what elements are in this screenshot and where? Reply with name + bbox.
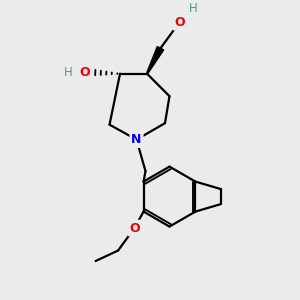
Text: H: H — [189, 2, 198, 15]
Text: O: O — [174, 16, 185, 28]
Text: O: O — [129, 222, 140, 235]
Polygon shape — [146, 46, 164, 74]
Text: N: N — [131, 133, 142, 146]
Text: H: H — [64, 66, 73, 79]
Text: O: O — [79, 66, 90, 79]
